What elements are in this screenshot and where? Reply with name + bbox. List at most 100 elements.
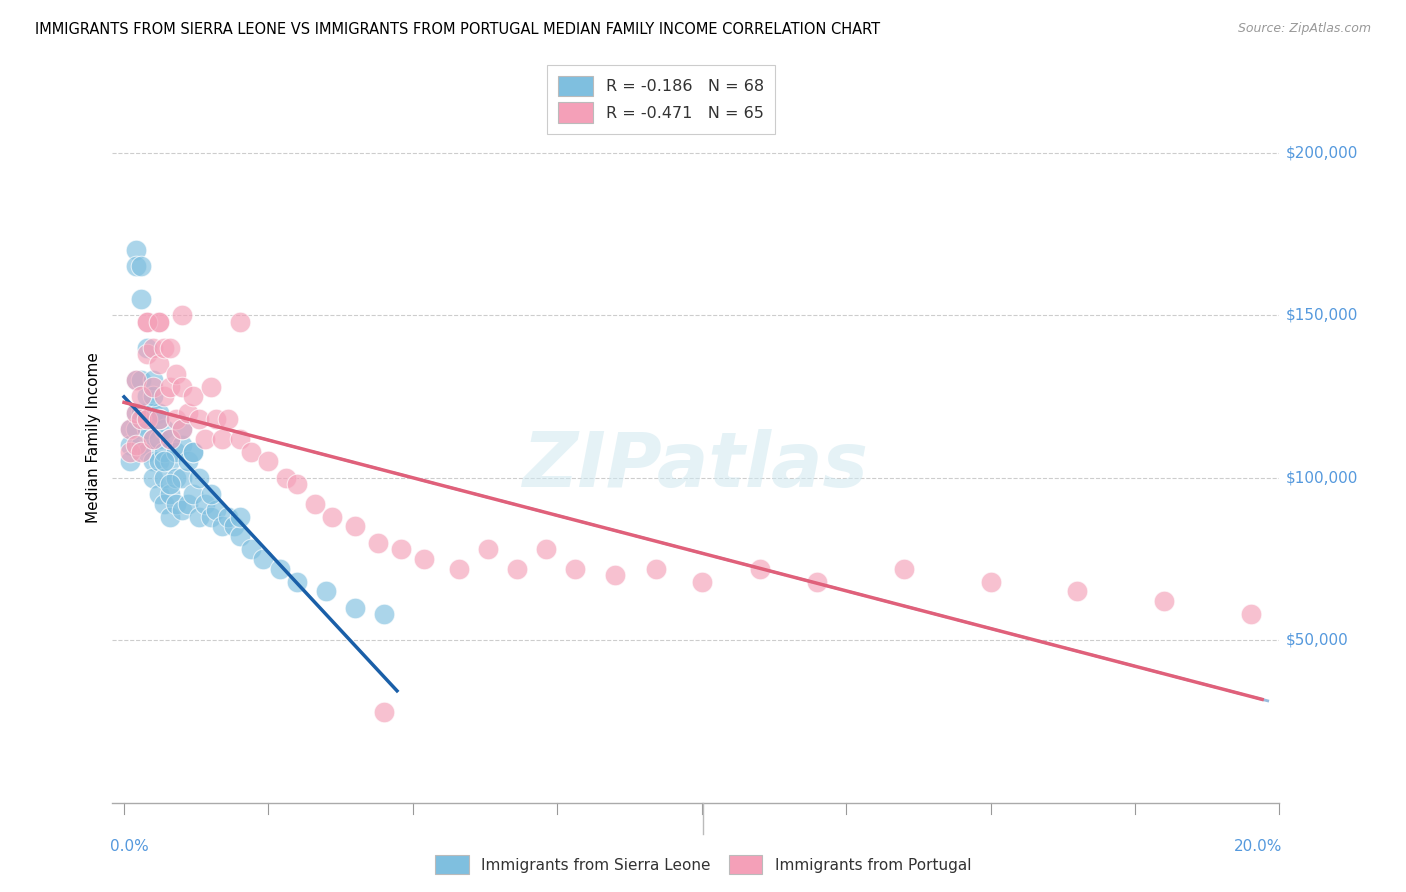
Point: [200, 509, 222, 524]
Point: [142, 454, 165, 468]
Point: [183, 389, 205, 403]
Point: [211, 432, 233, 446]
Point: [893, 562, 915, 576]
Point: [1239, 607, 1261, 622]
Point: [1066, 584, 1088, 599]
Point: [274, 471, 297, 485]
Point: [252, 552, 274, 566]
Point: [118, 438, 141, 452]
Point: [124, 373, 146, 387]
Point: [257, 454, 280, 468]
Point: [136, 422, 159, 436]
Point: [228, 315, 250, 329]
Point: [153, 444, 176, 458]
Point: [240, 542, 263, 557]
Legend: Immigrants from Sierra Leone, Immigrants from Portugal: Immigrants from Sierra Leone, Immigrants…: [429, 849, 977, 880]
Point: [124, 406, 146, 420]
Point: [165, 497, 187, 511]
Point: [240, 444, 263, 458]
Point: [413, 552, 436, 566]
Text: $50,000: $50,000: [1285, 632, 1348, 648]
Point: [153, 422, 176, 436]
Point: [159, 454, 181, 468]
Point: [367, 535, 389, 549]
Point: [211, 519, 233, 533]
Point: [222, 519, 245, 533]
Point: [124, 438, 146, 452]
Point: [200, 380, 222, 394]
Point: [285, 574, 308, 589]
Point: [142, 432, 165, 446]
Point: [131, 438, 153, 452]
Point: [142, 471, 165, 485]
Point: [159, 380, 181, 394]
Point: [194, 497, 217, 511]
Point: [131, 373, 153, 387]
Text: $100,000: $100,000: [1285, 470, 1358, 485]
Point: [136, 412, 159, 426]
Point: [228, 432, 250, 446]
Point: [176, 406, 198, 420]
Point: [200, 487, 222, 501]
Text: ZIPatlas: ZIPatlas: [523, 429, 869, 503]
Point: [205, 503, 228, 517]
Point: [321, 509, 343, 524]
Point: [159, 487, 181, 501]
Point: [148, 412, 170, 426]
Point: [159, 477, 181, 491]
Point: [131, 292, 153, 306]
Text: $200,000: $200,000: [1285, 145, 1358, 161]
Point: [506, 562, 529, 576]
Point: [228, 529, 250, 543]
Text: 20.0%: 20.0%: [1233, 839, 1282, 855]
Point: [980, 574, 1002, 589]
Point: [183, 444, 205, 458]
Point: [131, 406, 153, 420]
Point: [285, 477, 308, 491]
Point: [564, 562, 586, 576]
Point: [344, 519, 367, 533]
Point: [124, 422, 146, 436]
Point: [124, 260, 146, 274]
Point: [477, 542, 499, 557]
Point: [806, 574, 828, 589]
Legend: R = -0.186   N = 68, R = -0.471   N = 65: R = -0.186 N = 68, R = -0.471 N = 65: [547, 65, 775, 134]
Point: [176, 454, 198, 468]
Point: [142, 380, 165, 394]
Point: [205, 412, 228, 426]
Point: [644, 562, 666, 576]
Point: [170, 422, 193, 436]
Point: [217, 412, 239, 426]
Point: [153, 389, 176, 403]
Point: [183, 444, 205, 458]
Point: [131, 389, 153, 403]
Point: [170, 380, 193, 394]
Point: [194, 432, 217, 446]
Text: $150,000: $150,000: [1285, 308, 1358, 323]
Point: [136, 341, 159, 355]
Point: [373, 607, 395, 622]
Point: [304, 497, 326, 511]
Point: [269, 562, 291, 576]
Point: [228, 509, 250, 524]
Point: [131, 260, 153, 274]
Text: 0.0%: 0.0%: [110, 839, 149, 855]
Point: [315, 584, 337, 599]
Point: [373, 705, 395, 719]
Point: [136, 389, 159, 403]
Point: [170, 308, 193, 322]
Point: [159, 432, 181, 446]
Point: [165, 412, 187, 426]
Point: [153, 454, 176, 468]
Y-axis label: Median Family Income: Median Family Income: [86, 351, 101, 523]
Point: [159, 432, 181, 446]
Point: [148, 315, 170, 329]
Point: [153, 341, 176, 355]
Point: [217, 509, 239, 524]
Point: [153, 497, 176, 511]
Point: [170, 438, 193, 452]
Point: [148, 357, 170, 371]
Point: [148, 432, 170, 446]
Point: [170, 422, 193, 436]
Point: [118, 444, 141, 458]
